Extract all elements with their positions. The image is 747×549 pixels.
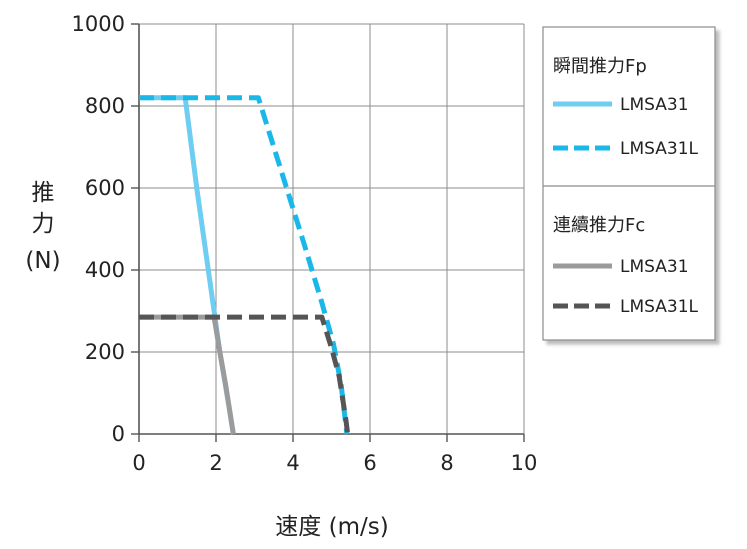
series-line-cont_lmsa31l xyxy=(139,314,351,435)
series-lines xyxy=(139,95,351,435)
x-tick-label: 0 xyxy=(132,451,145,475)
legend-label-peak_lmsa31l: LMSA31L xyxy=(620,139,699,159)
legend: 瞬間推力Fp LMSA31 LMSA31L 連續推力Fc LMSA31 LMSA31L xyxy=(542,26,716,341)
grid xyxy=(139,23,525,434)
series-line-cont_lmsa31 xyxy=(139,314,236,435)
series-line-peak_lmsa31l xyxy=(139,95,350,435)
y-tick-label: 600 xyxy=(85,176,125,200)
axes xyxy=(131,23,525,442)
y-axis-title-line-3: (N) xyxy=(25,248,60,274)
series-line-peak_lmsa31 xyxy=(139,95,236,435)
y-tick-label: 400 xyxy=(85,258,125,282)
x-tick-label: 2 xyxy=(209,451,222,475)
y-tick-label: 1000 xyxy=(72,12,125,36)
legend-group-title: 連續推力Fc xyxy=(553,215,645,236)
legend-label-cont_lmsa31l: LMSA31L xyxy=(620,297,699,317)
y-tick-label: 200 xyxy=(85,340,125,364)
y-axis-title-line-1: 推 xyxy=(32,180,55,206)
tick-labels: 0 2 4 6 8 10 0 200 400 600 800 1000 xyxy=(72,12,538,475)
legend-label-cont_lmsa31: LMSA31 xyxy=(620,257,689,277)
x-tick-label: 10 xyxy=(511,451,538,475)
y-tick-label: 0 xyxy=(112,422,125,446)
y-axis-title-line-2: 力 xyxy=(32,211,55,237)
axis-titles: 速度 (m/s) 推 力 (N) xyxy=(25,180,388,540)
y-tick-label: 800 xyxy=(85,94,125,118)
x-tick-label: 6 xyxy=(363,451,376,475)
legend-group-title: 瞬間推力Fp xyxy=(553,56,647,77)
legend-label-peak_lmsa31: LMSA31 xyxy=(620,95,689,115)
legend-box xyxy=(542,26,716,341)
x-tick-label: 8 xyxy=(440,451,453,475)
x-axis-title: 速度 (m/s) xyxy=(275,514,388,540)
x-tick-label: 4 xyxy=(286,451,299,475)
